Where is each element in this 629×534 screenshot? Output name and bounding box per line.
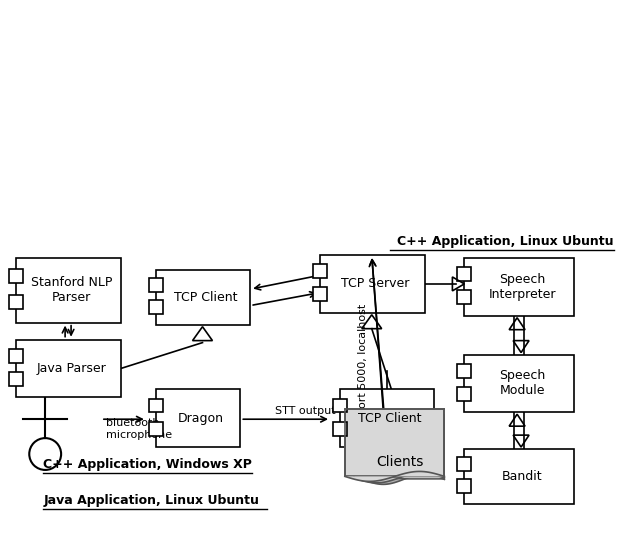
Bar (457, 267, 471, 281)
Text: Speech
Interpreter: Speech Interpreter (488, 273, 556, 301)
Text: TCP Server: TCP Server (341, 277, 409, 290)
Bar (313, 264, 327, 278)
Bar (148, 278, 163, 292)
Bar (156, 270, 250, 325)
Text: Speech
Module: Speech Module (499, 370, 545, 397)
Bar (9, 295, 23, 309)
Bar (363, 421, 445, 480)
Bar (9, 372, 23, 386)
Text: Stanford NLP
Parser: Stanford NLP Parser (31, 277, 112, 304)
Bar (354, 415, 445, 478)
Bar (148, 398, 163, 412)
Bar (333, 422, 347, 436)
Text: STT output: STT output (275, 406, 336, 416)
Bar (345, 409, 445, 476)
Text: Clients: Clients (376, 455, 423, 469)
Bar (464, 355, 574, 412)
Bar (333, 398, 347, 412)
Text: Java Application, Linux Ubuntu: Java Application, Linux Ubuntu (43, 494, 259, 507)
Text: TCP Client: TCP Client (174, 291, 238, 304)
Bar (457, 364, 471, 378)
Bar (464, 449, 574, 504)
Bar (156, 389, 240, 447)
Text: bluetooth
microphone: bluetooth microphone (106, 418, 172, 440)
Bar (457, 387, 471, 400)
Text: Java Parser: Java Parser (36, 362, 106, 375)
Bar (313, 287, 327, 301)
Bar (16, 258, 121, 323)
Bar (9, 349, 23, 363)
Text: C++ Application, Windows XP: C++ Application, Windows XP (43, 458, 252, 471)
Text: Dragon: Dragon (178, 412, 224, 425)
Bar (457, 290, 471, 304)
Bar (457, 480, 471, 493)
Text: port 5000, localhost: port 5000, localhost (358, 304, 368, 415)
Text: C++ Application, Linux Ubuntu: C++ Application, Linux Ubuntu (397, 235, 614, 248)
Bar (320, 255, 425, 313)
Bar (9, 269, 23, 283)
Bar (148, 422, 163, 436)
Bar (340, 389, 435, 447)
Text: TCP Client: TCP Client (359, 412, 422, 425)
Bar (464, 258, 574, 316)
Text: Bandit: Bandit (502, 470, 542, 483)
Bar (148, 300, 163, 314)
Bar (457, 458, 471, 472)
Bar (16, 340, 121, 397)
